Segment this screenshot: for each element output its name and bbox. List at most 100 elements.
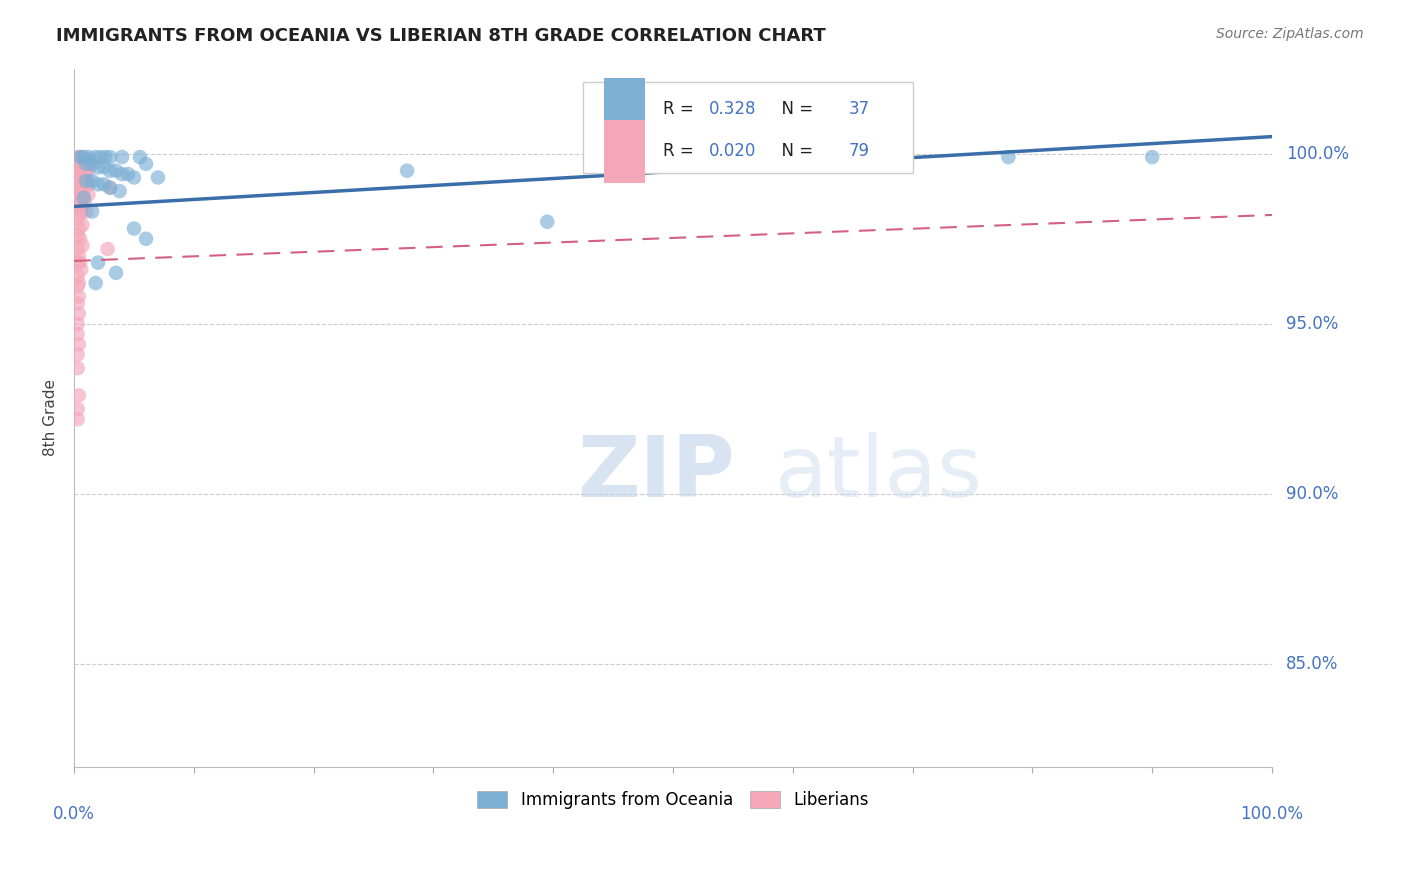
Text: IMMIGRANTS FROM OCEANIA VS LIBERIAN 8TH GRADE CORRELATION CHART: IMMIGRANTS FROM OCEANIA VS LIBERIAN 8TH … xyxy=(56,27,825,45)
Text: 100.0%: 100.0% xyxy=(1286,145,1348,162)
Point xyxy=(69,167,91,181)
Point xyxy=(98,180,121,194)
Point xyxy=(67,163,90,178)
Point xyxy=(396,163,419,178)
Y-axis label: 8th Grade: 8th Grade xyxy=(44,379,58,456)
Point xyxy=(69,174,91,188)
Point xyxy=(67,307,90,321)
Point xyxy=(66,269,89,284)
Point xyxy=(72,167,94,181)
Text: Source: ZipAtlas.com: Source: ZipAtlas.com xyxy=(1216,27,1364,41)
Point xyxy=(73,150,96,164)
Point xyxy=(66,402,89,417)
FancyBboxPatch shape xyxy=(603,120,645,183)
Point xyxy=(66,167,89,181)
Point xyxy=(66,228,89,243)
FancyBboxPatch shape xyxy=(603,78,645,141)
Point xyxy=(66,361,89,376)
Point xyxy=(79,153,101,168)
Text: 37: 37 xyxy=(849,101,870,119)
Text: 79: 79 xyxy=(849,143,870,161)
Point xyxy=(105,163,128,178)
Point xyxy=(76,170,98,185)
Point xyxy=(70,204,93,219)
Point xyxy=(70,170,93,185)
Point xyxy=(66,201,89,215)
Point xyxy=(70,163,93,178)
Point xyxy=(87,255,110,269)
Point xyxy=(117,167,139,181)
FancyBboxPatch shape xyxy=(583,82,912,173)
Point xyxy=(67,208,90,222)
Text: 0.020: 0.020 xyxy=(709,143,756,161)
Point xyxy=(66,191,89,205)
Point xyxy=(84,150,107,164)
Point xyxy=(80,174,103,188)
Point xyxy=(93,161,115,175)
Point xyxy=(75,204,97,219)
Point xyxy=(111,167,134,181)
Text: N =: N = xyxy=(772,101,818,119)
Point xyxy=(66,211,89,226)
Point xyxy=(98,180,121,194)
Point xyxy=(66,347,89,361)
Point xyxy=(146,170,169,185)
Text: 95.0%: 95.0% xyxy=(1286,315,1339,333)
Point xyxy=(69,150,91,164)
Point xyxy=(105,266,128,280)
Point xyxy=(67,276,90,290)
Text: 85.0%: 85.0% xyxy=(1286,656,1339,673)
Point xyxy=(73,194,96,209)
Point xyxy=(66,412,89,426)
Point xyxy=(73,191,96,205)
Point xyxy=(111,150,134,164)
Point xyxy=(66,296,89,310)
Text: 0.328: 0.328 xyxy=(709,101,756,119)
Point xyxy=(67,290,90,304)
Point xyxy=(72,218,94,232)
Text: 0.0%: 0.0% xyxy=(53,805,96,823)
Text: atlas: atlas xyxy=(775,432,983,515)
Point xyxy=(75,157,97,171)
Point xyxy=(997,150,1019,164)
Point xyxy=(72,187,94,202)
Point xyxy=(98,150,121,164)
Point xyxy=(94,150,117,164)
Point xyxy=(66,157,89,171)
Point xyxy=(73,153,96,168)
Point xyxy=(66,255,89,269)
Point xyxy=(70,180,93,194)
Point xyxy=(67,249,90,263)
Point xyxy=(66,242,89,256)
Legend: Immigrants from Oceania, Liberians: Immigrants from Oceania, Liberians xyxy=(470,783,877,818)
Point xyxy=(75,157,97,171)
Text: N =: N = xyxy=(772,143,818,161)
Point xyxy=(69,255,91,269)
Point xyxy=(73,161,96,175)
Point xyxy=(87,161,110,175)
Point xyxy=(122,170,145,185)
Point xyxy=(84,276,107,290)
Point xyxy=(70,262,93,277)
Point xyxy=(75,174,97,188)
Point xyxy=(72,174,94,188)
Point xyxy=(76,161,98,175)
Point xyxy=(66,198,89,212)
Text: 100.0%: 100.0% xyxy=(1240,805,1303,823)
Point xyxy=(97,242,120,256)
Point xyxy=(135,232,157,246)
Point xyxy=(77,178,100,192)
Point xyxy=(67,221,90,235)
Point xyxy=(72,150,94,164)
Point xyxy=(67,178,90,192)
Point xyxy=(77,150,100,164)
Text: R =: R = xyxy=(664,101,699,119)
Point xyxy=(70,153,93,168)
Point xyxy=(72,238,94,252)
Point xyxy=(69,150,91,164)
Point xyxy=(129,150,152,164)
Point xyxy=(135,157,157,171)
Point xyxy=(1140,150,1163,164)
Point xyxy=(80,157,103,171)
Point xyxy=(80,204,103,219)
